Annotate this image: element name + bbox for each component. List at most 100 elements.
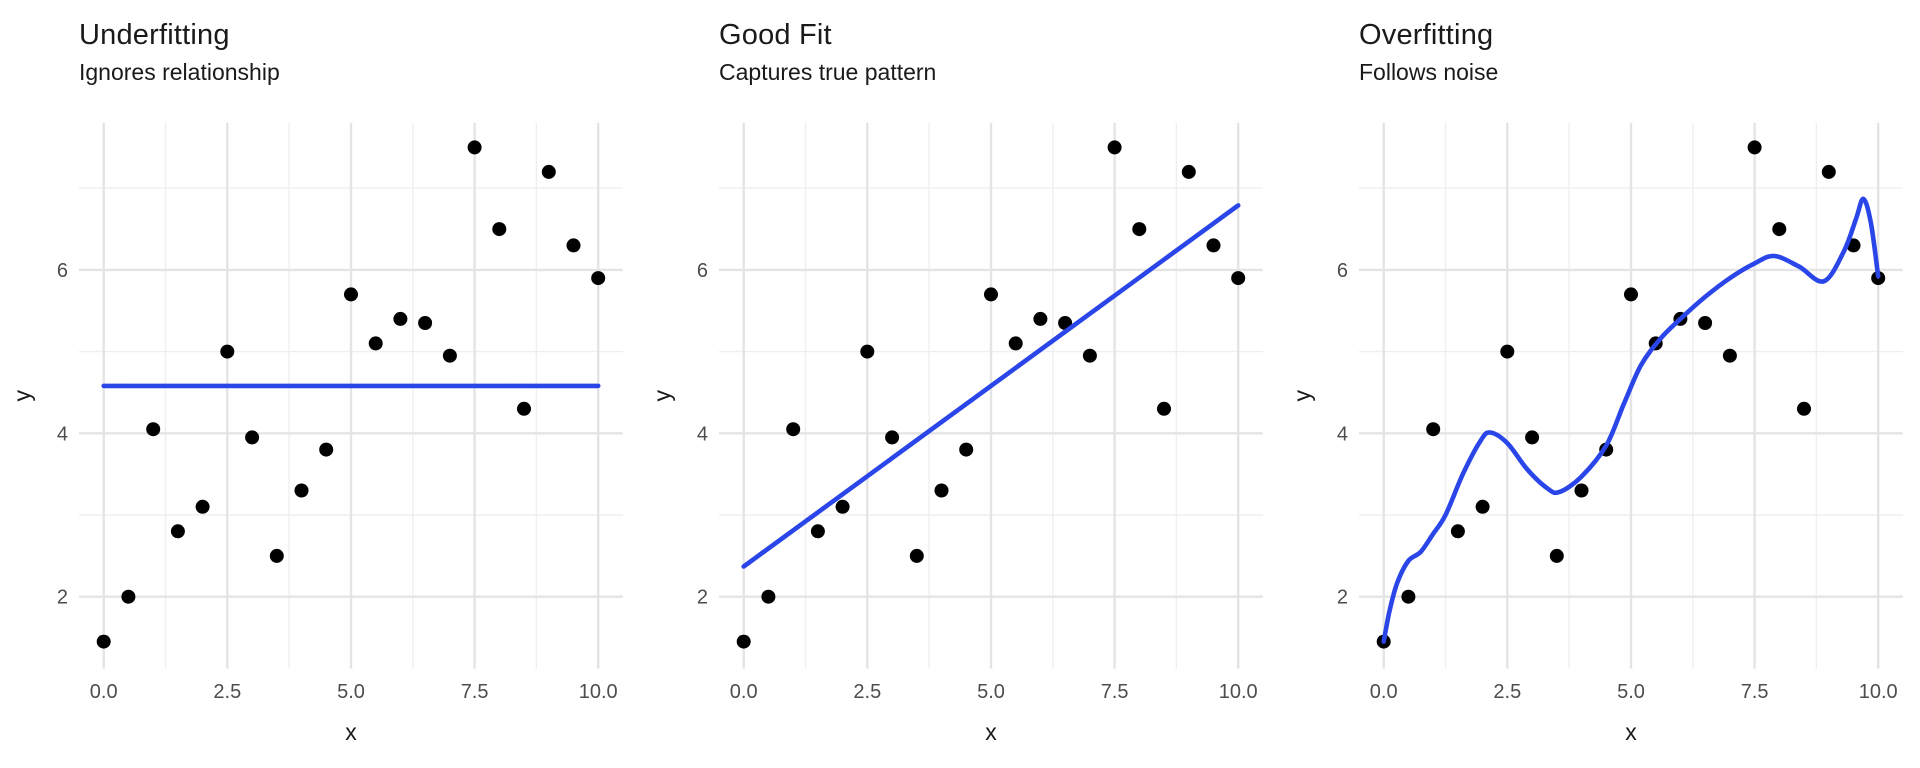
data-point (517, 401, 531, 416)
data-point (736, 634, 751, 649)
plot-overfitting: 0.0 2.5 5.0 7.5 10.0 2 4 6 x y (1289, 122, 1903, 745)
data-point (1033, 311, 1048, 326)
y-tick-label: 2 (697, 587, 708, 609)
data-point (269, 548, 284, 563)
y-tick-label: 2 (1337, 587, 1348, 609)
data-point (1549, 548, 1564, 563)
x-axis-title: x (985, 719, 997, 745)
y-tick-label: 4 (57, 423, 68, 445)
panel-title: Good Fit (719, 19, 832, 51)
data-point (492, 222, 507, 237)
data-point (1525, 430, 1540, 445)
x-tick-label: 5.0 (1617, 681, 1645, 703)
data-point (1475, 499, 1490, 514)
data-point (1722, 348, 1737, 363)
panel-title: Overfitting (1359, 19, 1494, 51)
x-tick-label: 0.0 (90, 681, 118, 703)
data-point (761, 589, 776, 604)
y-tick-label: 4 (1337, 423, 1348, 445)
x-tick-label: 7.5 (1741, 681, 1769, 703)
data-point (1574, 483, 1589, 498)
data-point (984, 287, 998, 302)
data-point (1107, 140, 1122, 155)
data-point (1450, 524, 1465, 539)
x-tick-label: 2.5 (213, 681, 241, 703)
panel-subtitle: Follows noise (1359, 59, 1499, 85)
data-point (1181, 164, 1196, 179)
x-tick-label: 0.0 (730, 681, 758, 703)
data-point (146, 422, 161, 437)
data-point (1157, 401, 1171, 416)
data-point (96, 634, 111, 649)
data-point (1082, 348, 1097, 363)
x-tick-label: 5.0 (977, 681, 1005, 703)
data-point (835, 499, 850, 514)
data-point (959, 442, 974, 457)
data-point (344, 287, 358, 302)
x-tick-label: 10.0 (1859, 681, 1898, 703)
y-tick-label: 4 (697, 423, 708, 445)
data-point (319, 442, 334, 457)
panel-underfitting: Underfitting Ignores relationship 0.0 2.5… (0, 0, 640, 768)
x-axis-title: x (1625, 719, 1637, 745)
x-tick-label: 10.0 (1219, 681, 1258, 703)
data-point (1132, 222, 1147, 237)
data-point (1747, 140, 1762, 155)
panel-subtitle: Captures true pattern (719, 59, 937, 85)
y-tick-label: 2 (57, 587, 68, 609)
plot-good-fit: 0.0 2.5 5.0 7.5 10.0 2 4 6 x y (649, 122, 1263, 745)
x-tick-label: 7.5 (1101, 681, 1129, 703)
data-point (591, 271, 606, 286)
data-point (294, 483, 309, 498)
data-point (860, 344, 875, 359)
data-point (220, 344, 235, 359)
data-point (195, 499, 210, 514)
data-point (368, 336, 383, 351)
data-point (1500, 344, 1515, 359)
panel-title: Underfitting (79, 19, 230, 51)
fit-line-linear (741, 203, 1241, 569)
x-axis-title: x (345, 719, 357, 745)
data-point (245, 430, 260, 445)
x-tick-label: 7.5 (461, 681, 489, 703)
fit-line-spline (1381, 196, 1881, 644)
data-point (170, 524, 185, 539)
data-point (786, 422, 801, 437)
x-tick-label: 5.0 (337, 681, 365, 703)
data-point (393, 311, 408, 326)
data-point (1624, 287, 1638, 302)
data-point (1206, 238, 1221, 253)
data-point (442, 348, 457, 363)
data-point (909, 548, 924, 563)
data-point (1008, 336, 1023, 351)
panel-subtitle: Ignores relationship (79, 59, 280, 85)
data-point (541, 164, 556, 179)
data-point (1231, 271, 1246, 286)
data-point (1772, 222, 1787, 237)
y-tick-label: 6 (57, 260, 68, 282)
data-point (418, 316, 433, 330)
panel-good-fit: Good Fit Captures true pattern 0.0 2.5 5.0… (640, 0, 1280, 768)
data-point (1401, 589, 1416, 604)
data-point (934, 483, 949, 498)
data-point (467, 140, 482, 155)
data-point (810, 524, 825, 539)
data-point (1797, 401, 1811, 416)
data-point (566, 238, 581, 253)
data-point (121, 589, 136, 604)
x-tick-label: 0.0 (1370, 681, 1398, 703)
y-axis-title: y (9, 389, 35, 401)
plot-underfitting: 0.0 2.5 5.0 7.5 10.0 2 4 6 x y (9, 122, 623, 745)
x-tick-label: 2.5 (853, 681, 881, 703)
x-tick-label: 2.5 (1493, 681, 1521, 703)
y-axis-title: y (1289, 389, 1315, 401)
data-point (1698, 316, 1713, 330)
y-axis-title: y (649, 389, 675, 401)
panel-overfitting: Overfitting Follows noise 0.0 2.5 5.0 7.5 10… (1280, 0, 1920, 768)
data-point (885, 430, 900, 445)
y-tick-label: 6 (697, 260, 708, 282)
data-point (1426, 422, 1441, 437)
y-tick-label: 6 (1337, 260, 1348, 282)
data-point (1821, 164, 1836, 179)
